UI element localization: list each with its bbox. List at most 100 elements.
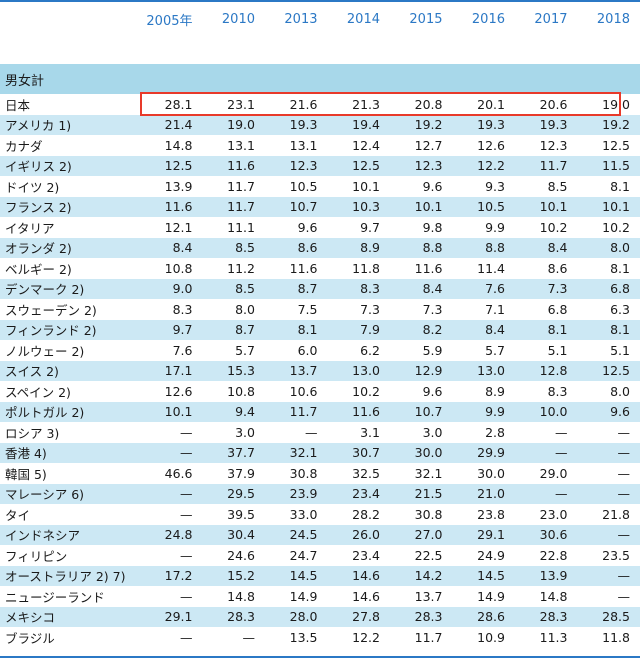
value-cell: 8.4: [515, 237, 578, 259]
value-cell: 14.8: [140, 135, 203, 156]
value-cell: 32.1: [390, 463, 453, 484]
value-cell: 13.1: [202, 135, 265, 156]
value-cell: —: [577, 442, 640, 464]
value-cell: 19.2: [390, 114, 453, 136]
column-header: 2018: [577, 0, 640, 37]
column-header: 2017: [515, 0, 578, 37]
value-cell: 13.7: [265, 360, 328, 382]
value-cell: 26.0: [327, 524, 390, 546]
table-row: ニュージーランド —14.8 14.9 14.6 13.7 14.9 14.8—: [0, 586, 640, 607]
table-row: ロシア 3) —3.0—3.1 3.0 2.8— —: [0, 422, 640, 443]
value-cell: 13.5: [265, 627, 328, 648]
value-cell: 11.5: [577, 155, 640, 177]
value-cell: 12.6: [452, 135, 515, 156]
value-cell: 12.7: [390, 135, 453, 156]
value-cell: 12.3: [265, 155, 328, 177]
row-label: ロシア 3): [0, 422, 140, 443]
value-cell: 29.1: [140, 606, 203, 628]
value-cell: 24.7: [265, 545, 328, 566]
value-cell: —: [140, 442, 203, 464]
value-cell: 21.3: [327, 94, 390, 115]
value-cell: 11.8: [327, 258, 390, 279]
row-label: イタリア: [0, 217, 140, 238]
header-row: 2005年 2010 2013 2014 2015 2016 2017 2018: [0, 0, 640, 37]
value-cell: 8.1: [577, 319, 640, 341]
table-row: スウェーデン 2) 8.3 8.0 7.5 7.3 7.3 7.1 6.8 6.3: [0, 299, 640, 320]
value-cell: 46.6: [140, 463, 203, 484]
table-row: フランス 2) 11.6 11.7 10.7 10.3 10.1 10.5 10.1 10.1: [0, 196, 640, 218]
value-cell: 20.1: [452, 94, 515, 115]
value-cell: 7.3: [515, 278, 578, 300]
value-cell: 19.4: [327, 114, 390, 136]
row-label: 日本: [0, 94, 140, 115]
value-cell: 10.8: [202, 381, 265, 402]
value-cell: 11.2: [202, 258, 265, 279]
value-cell: 23.0: [515, 504, 578, 525]
value-cell: 11.6: [202, 155, 265, 177]
column-header: 2015: [390, 0, 453, 37]
value-cell: 23.4: [327, 545, 390, 566]
value-cell: 32.5: [327, 463, 390, 484]
value-cell: 8.3: [515, 381, 578, 402]
table-row: カナダ 14.8 13.1 13.1 12.4 12.7 12.6 12.3 12.5: [0, 135, 640, 156]
value-cell: 8.6: [265, 237, 328, 259]
value-cell: 5.9: [390, 340, 453, 361]
table-row: メキシコ 29.1 28.3 28.0 27.8 28.3 28.6 28.3 28.5: [0, 606, 640, 628]
value-cell: —: [140, 545, 203, 566]
value-cell: 28.6: [452, 606, 515, 628]
value-cell: —: [515, 442, 578, 464]
value-cell: 5.1: [577, 340, 640, 361]
row-label: アメリカ 1): [0, 114, 140, 136]
value-cell: —: [515, 422, 578, 443]
value-cell: 8.0: [577, 381, 640, 402]
value-cell: 12.6: [140, 381, 203, 402]
value-cell: 11.7: [202, 196, 265, 218]
value-cell: 7.9: [327, 319, 390, 341]
value-cell: 14.8: [515, 586, 578, 607]
value-cell: 11.8: [577, 627, 640, 648]
value-cell: 12.5: [577, 135, 640, 156]
value-cell: —: [140, 422, 203, 443]
value-cell: 6.3: [577, 299, 640, 320]
value-cell: 11.7: [202, 176, 265, 197]
row-label: 香港 4): [0, 442, 140, 464]
value-cell: 5.7: [452, 340, 515, 361]
value-cell: 12.1: [140, 217, 203, 238]
table-row: オーストラリア 2) 7) 17.2 15.2 14.5 14.6 14.2 14.5 13.…: [0, 565, 640, 587]
table-row: デンマーク 2) 9.0 8.5 8.7 8.3 8.4 7.6 7.3 6.8: [0, 278, 640, 300]
value-cell: 10.3: [327, 196, 390, 218]
value-cell: 8.8: [390, 237, 453, 259]
value-cell: 29.1: [452, 524, 515, 546]
spacer-row: [0, 37, 640, 64]
value-cell: 13.0: [327, 360, 390, 382]
value-cell: 9.7: [140, 319, 203, 341]
row-label: ベルギー 2): [0, 258, 140, 279]
row-label: フィリピン: [0, 545, 140, 566]
table-row: アメリカ 1) 21.4 19.0 19.3 19.4 19.2 19.3 19.3 19.2: [0, 114, 640, 136]
value-cell: 10.1: [515, 196, 578, 218]
table-row: スペイン 2) 12.6 10.8 10.6 10.2 9.6 8.9 8.3 8.0: [0, 381, 640, 402]
column-header: 2013: [265, 0, 328, 37]
value-cell: 12.2: [452, 155, 515, 177]
value-cell: 12.5: [140, 155, 203, 177]
value-cell: 9.9: [452, 217, 515, 238]
value-cell: 10.0: [515, 401, 578, 423]
value-cell: 12.5: [577, 360, 640, 382]
value-cell: 11.7: [515, 155, 578, 177]
value-cell: 7.1: [452, 299, 515, 320]
value-cell: 7.6: [140, 340, 203, 361]
value-cell: 28.3: [515, 606, 578, 628]
value-cell: 14.2: [390, 565, 453, 587]
table-row: 香港 4) —37.7 32.1 30.7 30.0 29.9— —: [0, 442, 640, 464]
value-cell: 19.3: [515, 114, 578, 136]
value-cell: 6.2: [327, 340, 390, 361]
column-header: 2005年: [140, 0, 203, 37]
value-cell: 3.0: [390, 422, 453, 443]
value-cell: 19.3: [265, 114, 328, 136]
value-cell: 23.9: [265, 483, 328, 505]
value-cell: 19.3: [452, 114, 515, 136]
value-cell: 17.1: [140, 360, 203, 382]
value-cell: 15.2: [202, 565, 265, 587]
value-cell: 6.0: [265, 340, 328, 361]
value-cell: 14.6: [327, 565, 390, 587]
